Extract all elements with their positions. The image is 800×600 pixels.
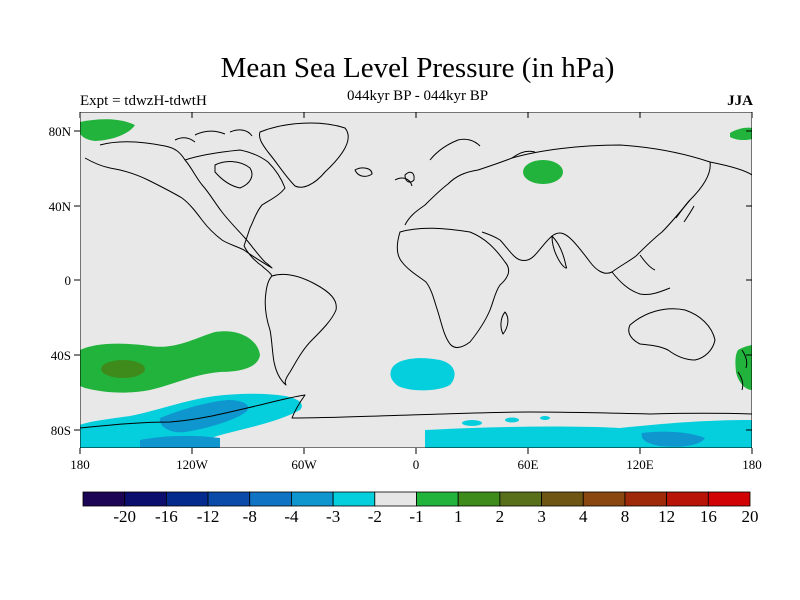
coastline-japan xyxy=(675,199,695,223)
coastline-north-america xyxy=(84,141,273,269)
lon-label: 60E xyxy=(518,457,539,472)
lon-label: 120W xyxy=(176,457,209,472)
colorbar-swatch xyxy=(249,491,292,507)
axis-ticks xyxy=(74,112,753,454)
longitude-labels: 180 120W 60W 0 60E 120E 180 xyxy=(70,457,762,472)
colorbar-label: -8 xyxy=(242,507,257,526)
lat-label: 80S xyxy=(51,423,71,438)
colorbar-swatch xyxy=(624,491,668,507)
coastline-central-america xyxy=(243,245,273,277)
coastlines xyxy=(80,122,752,429)
colorbar-label: 2 xyxy=(495,507,505,526)
coastline-arctic-islands xyxy=(174,129,253,143)
anomaly-region xyxy=(462,420,482,426)
colorbar-swatch xyxy=(207,491,251,507)
coastline-india xyxy=(551,235,567,269)
anomaly-region xyxy=(80,119,135,141)
anomaly-region xyxy=(735,345,752,390)
coastline-antarctica xyxy=(80,394,752,429)
lon-label: 0 xyxy=(413,457,420,472)
colorbar xyxy=(82,491,751,507)
coastline-uk xyxy=(404,171,415,183)
colorbar-swatch xyxy=(416,491,459,507)
colorbar-swatch xyxy=(582,491,626,507)
coastline-north-america-east xyxy=(184,149,286,247)
coastline-greenland xyxy=(259,122,349,188)
colorbar-swatch xyxy=(541,491,584,507)
map-title: Mean Sea Level Pressure (in hPa) xyxy=(220,52,615,84)
coastline-asia xyxy=(481,144,752,274)
lon-label: 60W xyxy=(291,457,317,472)
colorbar-swatch xyxy=(499,491,542,507)
colorbar-swatch xyxy=(82,491,126,507)
colorbar-label: -20 xyxy=(113,507,137,526)
period-label: 044kyr BP - 044kyr BP xyxy=(346,88,489,104)
experiment-label: Expt = tdwzH-tdwtH xyxy=(80,93,207,109)
lat-label: 0 xyxy=(65,273,72,288)
anomaly-shading xyxy=(80,119,752,448)
coastline-hudson xyxy=(214,161,253,189)
colorbar-label: 1 xyxy=(453,507,463,526)
colorbar-label: 12 xyxy=(658,507,676,526)
colorbar-swatch xyxy=(374,491,417,507)
colorbar-label: -1 xyxy=(409,507,424,526)
colorbar-label: 3 xyxy=(537,507,546,526)
coastline-new-zealand xyxy=(737,349,748,391)
lon-label: 180 xyxy=(70,457,90,472)
colorbar-label: -16 xyxy=(155,507,178,526)
coastline-madagascar xyxy=(500,311,509,335)
colorbar-label: 16 xyxy=(699,507,717,526)
lon-label: 120E xyxy=(626,457,654,472)
colorbar-swatch xyxy=(165,491,209,507)
anomaly-region xyxy=(523,160,563,184)
coastline-south-america xyxy=(264,273,337,386)
anomaly-region xyxy=(505,417,519,423)
colorbar-label: -2 xyxy=(367,507,382,526)
colorbar-label: -4 xyxy=(284,507,299,526)
coastline-southeast-asia xyxy=(611,254,671,295)
map-background xyxy=(80,112,752,448)
colorbar-swatch xyxy=(666,491,709,507)
coastline-africa xyxy=(396,227,510,349)
anomaly-region xyxy=(540,416,550,420)
lat-label: 40S xyxy=(51,348,71,363)
anomaly-region xyxy=(159,400,249,433)
lat-label: 80N xyxy=(49,124,72,139)
colorbar-label: 20 xyxy=(741,507,759,526)
colorbar-swatch xyxy=(291,491,334,507)
colorbar-label: -12 xyxy=(196,507,220,526)
colorbar-swatch xyxy=(707,491,751,507)
coastline-iceland xyxy=(354,167,373,177)
anomaly-region xyxy=(641,431,705,447)
anomaly-region xyxy=(390,358,455,391)
colorbar-swatch xyxy=(124,491,167,507)
lon-label: 180 xyxy=(742,457,762,472)
lat-label: 40N xyxy=(49,199,72,214)
colorbar-label: 8 xyxy=(620,507,630,526)
season-label: JJA xyxy=(727,93,753,109)
colorbar-label: 4 xyxy=(579,507,588,526)
latitude-labels: 80N 40N 0 40S 80S xyxy=(49,124,72,438)
colorbar-swatch xyxy=(457,491,501,507)
anomaly-region xyxy=(101,360,145,378)
colorbar-swatch xyxy=(332,491,376,507)
map-panel xyxy=(80,112,752,448)
coastline-australia xyxy=(628,308,716,361)
colorbar-label: -3 xyxy=(326,507,341,526)
anomaly-region xyxy=(140,435,220,448)
